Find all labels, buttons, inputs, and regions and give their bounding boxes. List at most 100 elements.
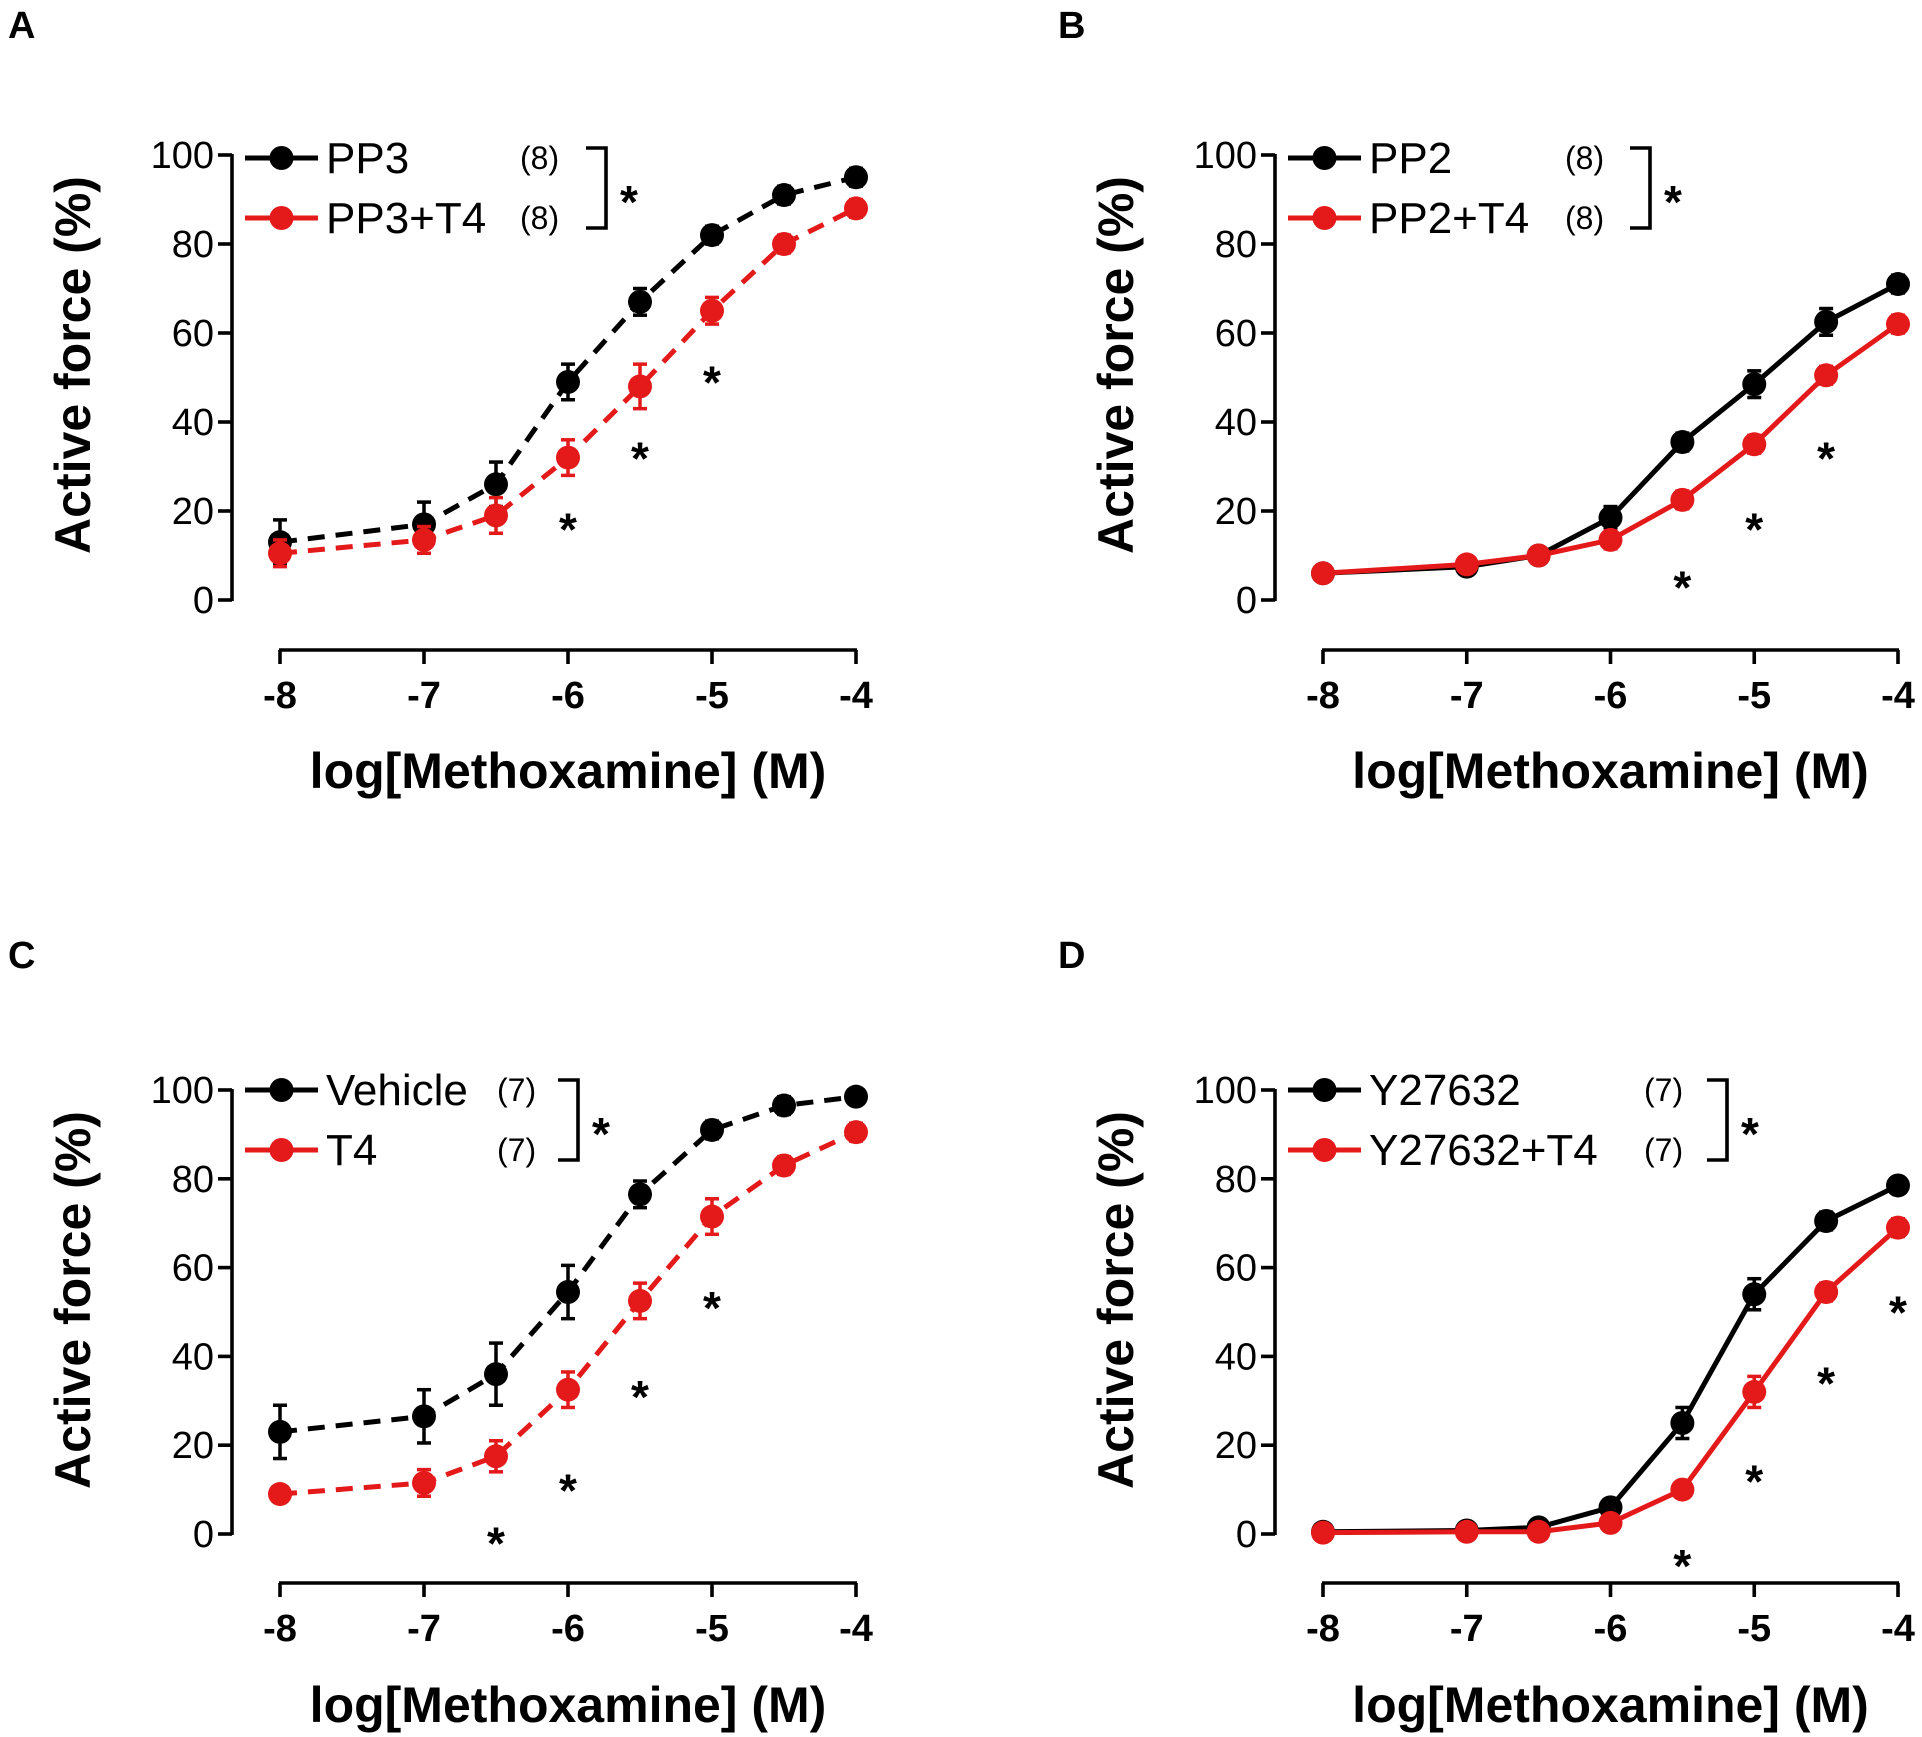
x-tick-label: -4 <box>839 675 873 717</box>
series-t4 <box>268 1120 868 1507</box>
panel-letter: B <box>1058 5 1085 47</box>
data-point <box>1454 1519 1479 1544</box>
significance-star: * <box>631 432 649 484</box>
y-tick-label: 0 <box>193 1514 214 1556</box>
data-point <box>484 1444 508 1469</box>
panel-d: D 0 20 40 60 80 100 Active force (%) -8 -7 -6 -5 -4 l… <box>1058 935 1915 1733</box>
y-axis-title: Active force (%) <box>45 176 101 554</box>
legend-marker <box>1312 1138 1337 1162</box>
y-axis-title: Active force (%) <box>45 1111 101 1489</box>
x-axis-title: log[Methoxamine] (M) <box>310 1677 827 1733</box>
legend-marker <box>1312 1078 1337 1102</box>
significance-star: * <box>487 1518 505 1570</box>
series-line <box>279 1094 857 1435</box>
data-point <box>484 472 508 497</box>
legend-label: T4 <box>326 1126 377 1175</box>
x-tick-label: -6 <box>1594 1608 1628 1650</box>
data-point <box>1598 505 1623 530</box>
data-point <box>844 1120 868 1145</box>
data-point <box>700 1204 724 1229</box>
significance-star: * <box>559 503 577 555</box>
legend-n-count: (8) <box>520 200 559 236</box>
data-point <box>1886 1173 1910 1198</box>
data-point <box>412 527 436 552</box>
legend-significance-star: * <box>1741 1108 1759 1160</box>
legend-bracket <box>1630 146 1652 230</box>
significance-star: * <box>1673 1540 1691 1592</box>
data-point <box>1886 1215 1910 1240</box>
data-point <box>700 223 724 248</box>
legend-n-count: (7) <box>497 1072 536 1108</box>
y-axis-title: Active force (%) <box>1088 176 1144 554</box>
y-tick-label: 80 <box>1215 1159 1257 1201</box>
y-tick-label: 60 <box>172 1248 214 1290</box>
legend-n-count: (8) <box>1565 140 1604 176</box>
data-point <box>1814 1280 1839 1305</box>
data-point <box>1670 1411 1695 1435</box>
legend-marker <box>269 206 294 230</box>
legend-bracket <box>586 146 608 230</box>
series-line <box>279 1129 858 1497</box>
y-tick-label: 40 <box>1215 402 1257 444</box>
x-tick-label: -5 <box>695 675 729 717</box>
legend-marker <box>1312 146 1337 170</box>
y-tick-label: 40 <box>172 1336 214 1378</box>
x-tick-label: -8 <box>263 675 297 717</box>
data-point <box>484 503 508 528</box>
data-point <box>412 1470 436 1495</box>
y-tick-label: 60 <box>1215 313 1257 355</box>
y-tick-label: 40 <box>1215 1336 1257 1378</box>
x-tick-label: -6 <box>1594 675 1628 717</box>
panel-c: C 0 20 40 60 80 100 Active force (%) -8 -7 -6 -5 -4 l… <box>8 935 873 1733</box>
x-tick-label: -4 <box>1881 1608 1915 1650</box>
data-point <box>1742 372 1767 397</box>
x-axis-title: log[Methoxamine] (M) <box>310 743 827 799</box>
series-line <box>1322 1225 1900 1536</box>
data-point <box>484 1362 508 1387</box>
legend-significance-star: * <box>1664 176 1682 228</box>
legend-n-count: (7) <box>1644 1132 1683 1168</box>
x-axis-title: log[Methoxamine] (M) <box>1352 743 1869 799</box>
data-point <box>412 1404 436 1429</box>
legend-significance-star: * <box>620 176 638 228</box>
x-tick-label: -5 <box>695 1608 729 1650</box>
data-point <box>1526 543 1551 568</box>
series-vehicle <box>268 1084 868 1461</box>
data-point <box>1886 312 1910 337</box>
series-line <box>1322 322 1900 576</box>
data-point <box>1670 1477 1695 1502</box>
x-tick-label: -8 <box>263 1608 297 1650</box>
data-point <box>1814 363 1839 388</box>
x-tick-label: -4 <box>839 1608 873 1650</box>
x-tick-label: -7 <box>1450 675 1484 717</box>
y-tick-label: 40 <box>172 402 214 444</box>
data-point <box>1814 309 1839 334</box>
y-tick-label: 100 <box>151 135 214 177</box>
legend-significance-star: * <box>592 1108 610 1160</box>
legend-marker <box>269 146 294 170</box>
x-tick-label: -8 <box>1306 675 1340 717</box>
data-point <box>700 1117 724 1142</box>
x-tick-label: -4 <box>1881 675 1915 717</box>
data-point <box>556 1280 580 1305</box>
y-tick-label: 0 <box>1236 1514 1257 1556</box>
data-point <box>1742 1379 1767 1404</box>
data-point <box>628 1182 652 1207</box>
y-tick-label: 100 <box>1194 1070 1257 1112</box>
legend-label: PP3+T4 <box>326 194 486 243</box>
significance-star: * <box>631 1371 649 1423</box>
significance-star: * <box>703 357 721 409</box>
y-tick-label: 100 <box>151 1070 214 1112</box>
data-point <box>268 1419 292 1444</box>
x-tick-label: -8 <box>1306 1608 1340 1650</box>
panel-letter: C <box>8 935 35 977</box>
y-tick-label: 0 <box>193 580 214 622</box>
data-point <box>268 1482 292 1507</box>
y-tick-label: 20 <box>1215 1425 1257 1467</box>
series-pp2 <box>1311 272 1910 586</box>
series-line <box>279 206 858 556</box>
panel-a: A 0 20 40 60 80 100 Active force (%) -8 -7 -6 -5 -4 l… <box>8 5 873 799</box>
legend-marker <box>269 1138 294 1162</box>
data-point <box>844 165 868 190</box>
data-point <box>268 541 292 566</box>
